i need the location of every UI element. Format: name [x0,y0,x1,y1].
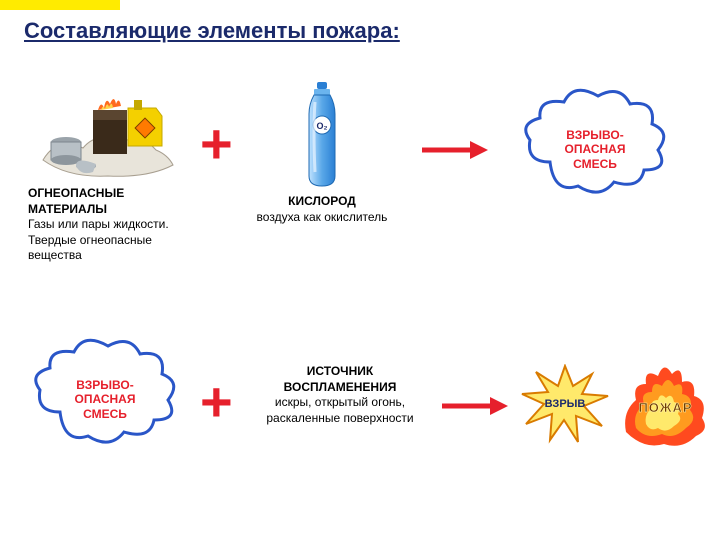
explosion-block: ВЗРЫВ [520,364,610,444]
oxygen-bottle-icon: O₂ [297,80,347,190]
fire-label: ПОЖАР [618,400,713,415]
ignition-block: ИСТОЧНИК ВОСПЛАМЕНЕНИЯ искры, открытый о… [255,364,425,426]
flammable-materials-label: ОГНЕОПАСНЫЕ МАТЕРИАЛЫ Газы или пары жидк… [28,186,188,264]
oxygen-label: КИСЛОРОД воздуха как окислитель [242,194,402,225]
arrow-right-icon [440,394,510,418]
arrow-right-icon [420,138,490,162]
oxygen-heading: КИСЛОРОД [288,194,356,208]
explosion-label: ВЗРЫВ [520,398,610,410]
oxygen-sub: воздуха как окислитель [257,210,388,224]
page-title: Составляющие элементы пожара: [24,18,400,44]
explosive-mixture-result: ВЗРЫВО- ОПАСНАЯ СМЕСЬ [520,84,670,204]
flammable-heading: ОГНЕОПАСНЫЕ МАТЕРИАЛЫ [28,186,124,216]
accent-bar [0,0,120,10]
ignition-sub: искры, открытый огонь, раскаленные повер… [266,395,413,425]
flammable-materials-block: ОГНЕОПАСНЫЕ МАТЕРИАЛЫ Газы или пары жидк… [28,80,188,264]
explosive-mixture-input: ВЗРЫВО- ОПАСНАЯ СМЕСЬ [30,334,180,454]
ignition-heading: ИСТОЧНИК ВОСПЛАМЕНЕНИЯ [284,364,397,394]
flammable-sub: Газы или пары жидкости. Твердые огнеопас… [28,217,169,262]
plus-sign: + [200,374,233,430]
fire-block: ПОЖАР [618,360,713,450]
equation-row-1: ОГНЕОПАСНЫЕ МАТЕРИАЛЫ Газы или пары жидк… [0,80,720,280]
cloud-label: ВЗРЫВО- ОПАСНАЯ СМЕСЬ [520,128,670,171]
cloud-label: ВЗРЫВО- ОПАСНАЯ СМЕСЬ [30,378,180,421]
svg-text:O₂: O₂ [317,121,328,131]
oxygen-block: O₂ КИСЛОРОД воздуха как окислитель [252,80,392,225]
flammable-materials-icon [38,80,178,180]
equation-row-2: ВЗРЫВО- ОПАСНАЯ СМЕСЬ + ИСТОЧНИК ВОСПЛАМ… [0,330,720,500]
ignition-label: ИСТОЧНИК ВОСПЛАМЕНЕНИЯ искры, открытый о… [255,364,425,426]
plus-sign: + [200,116,233,172]
